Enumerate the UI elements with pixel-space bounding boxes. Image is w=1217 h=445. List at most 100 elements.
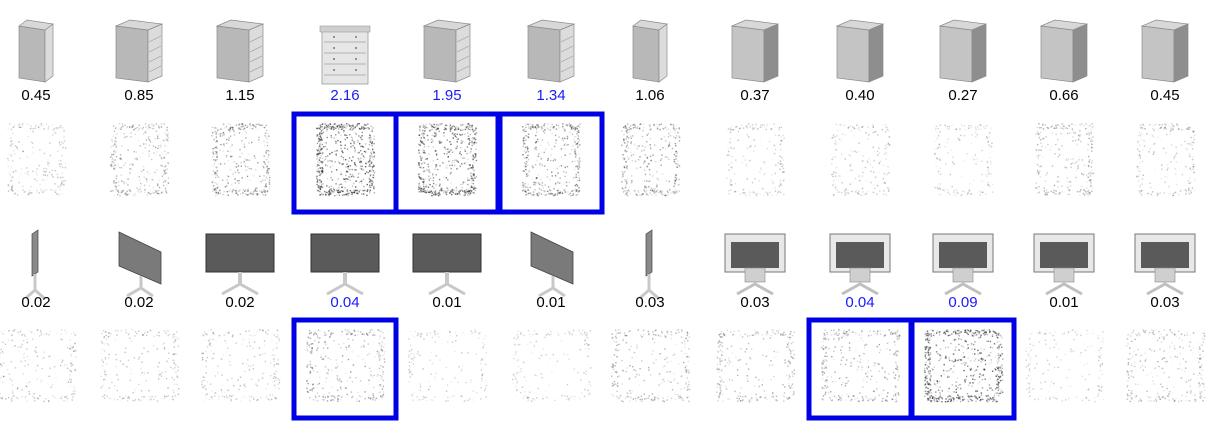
view-cell-dresser-4 <box>294 26 396 212</box>
highlight-box-monitor-4 <box>294 320 396 418</box>
view-cell-monitor-4 <box>294 234 396 418</box>
view-cell-dresser-9 <box>831 20 890 196</box>
view-score-monitor-5: 0.01 <box>407 295 487 311</box>
saliency-map-dresser-6 <box>522 123 581 196</box>
view-cell-dresser-12 <box>1136 20 1195 196</box>
saliency-map-monitor-6 <box>512 329 591 402</box>
view-cell-monitor-3 <box>201 234 280 402</box>
view-score-dresser-6: 1.34 <box>511 88 591 104</box>
view-score-monitor-1: 0.02 <box>0 295 76 311</box>
rendered-view-monitor-4 <box>311 234 379 294</box>
saliency-map-monitor-2 <box>100 329 179 402</box>
view-score-monitor-8: 0.03 <box>715 295 795 311</box>
rendered-view-dresser-4 <box>320 26 370 84</box>
view-score-monitor-9: 0.04 <box>820 295 900 311</box>
view-cell-dresser-6 <box>500 20 602 212</box>
view-score-dresser-4: 2.16 <box>305 88 385 104</box>
view-score-dresser-5: 1.95 <box>407 88 487 104</box>
view-score-dresser-11: 0.66 <box>1024 88 1104 104</box>
saliency-map-monitor-7 <box>611 329 690 402</box>
view-score-monitor-10: 0.09 <box>923 295 1003 311</box>
view-score-monitor-7: 0.03 <box>610 295 690 311</box>
view-score-dresser-9: 0.40 <box>820 88 900 104</box>
rendered-view-dresser-6 <box>528 20 574 82</box>
rendered-view-dresser-9 <box>837 20 883 82</box>
rendered-view-monitor-6 <box>531 232 573 296</box>
saliency-map-monitor-9 <box>821 329 900 402</box>
view-score-dresser-12: 0.45 <box>1125 88 1205 104</box>
saliency-map-monitor-5 <box>408 329 487 402</box>
rendered-view-dresser-10 <box>940 20 986 82</box>
view-cell-dresser-2 <box>110 20 169 196</box>
rendered-view-monitor-3 <box>206 234 274 294</box>
rendered-view-monitor-10 <box>933 234 993 294</box>
saliency-map-dresser-12 <box>1136 123 1195 196</box>
rendered-view-monitor-2 <box>119 232 161 296</box>
view-cell-monitor-8 <box>716 234 795 402</box>
view-score-dresser-1: 0.45 <box>0 88 76 104</box>
rendered-view-monitor-1 <box>26 230 44 298</box>
view-score-monitor-12: 0.03 <box>1125 295 1205 311</box>
saliency-map-monitor-8 <box>716 329 795 402</box>
view-cell-monitor-6 <box>512 232 591 402</box>
view-cell-monitor-2 <box>100 232 179 402</box>
saliency-map-dresser-2 <box>110 123 169 196</box>
saliency-map-dresser-11 <box>1035 123 1094 196</box>
rendered-view-monitor-12 <box>1135 234 1195 294</box>
view-cell-dresser-1 <box>7 20 66 196</box>
saliency-map-monitor-10 <box>924 329 1003 402</box>
saliency-map-dresser-7 <box>621 123 680 196</box>
saliency-map-dresser-5 <box>418 123 477 196</box>
view-cell-dresser-3 <box>211 20 270 196</box>
saliency-map-monitor-1 <box>0 329 76 402</box>
saliency-map-monitor-11 <box>1025 329 1104 402</box>
view-cell-monitor-7 <box>611 230 690 402</box>
saliency-map-monitor-3 <box>201 329 280 402</box>
view-cell-dresser-5 <box>396 20 498 212</box>
rendered-view-dresser-5 <box>424 20 470 82</box>
view-score-monitor-2: 0.02 <box>99 295 179 311</box>
rendered-view-dresser-3 <box>217 20 263 82</box>
view-score-dresser-3: 1.15 <box>200 88 280 104</box>
saliency-map-dresser-9 <box>831 123 890 196</box>
view-cell-monitor-5 <box>408 234 487 402</box>
view-score-monitor-4: 0.04 <box>305 295 385 311</box>
saliency-map-dresser-10 <box>934 123 993 196</box>
highlight-box-dresser-6 <box>500 114 602 212</box>
saliency-map-dresser-4 <box>316 123 375 196</box>
rendered-view-dresser-1 <box>19 20 53 82</box>
rendered-view-monitor-9 <box>830 234 890 294</box>
highlight-box-dresser-4 <box>294 114 396 212</box>
rendered-view-monitor-5 <box>413 234 481 294</box>
view-cell-monitor-10 <box>912 234 1014 418</box>
rendered-view-dresser-8 <box>732 20 778 82</box>
saliency-map-monitor-4 <box>306 329 385 402</box>
view-cell-dresser-11 <box>1035 20 1094 196</box>
view-score-dresser-10: 0.27 <box>923 88 1003 104</box>
view-score-dresser-8: 0.37 <box>715 88 795 104</box>
rendered-view-dresser-2 <box>116 20 162 82</box>
rendered-view-monitor-11 <box>1034 234 1094 294</box>
view-cell-monitor-12 <box>1126 234 1205 402</box>
saliency-map-dresser-1 <box>7 123 66 196</box>
view-score-monitor-3: 0.02 <box>200 295 280 311</box>
rendered-view-dresser-12 <box>1142 20 1188 82</box>
rendered-view-dresser-11 <box>1041 20 1087 82</box>
rendered-view-monitor-7 <box>640 230 658 298</box>
view-score-dresser-2: 0.85 <box>99 88 179 104</box>
view-score-monitor-6: 0.01 <box>511 295 591 311</box>
view-cell-monitor-11 <box>1025 234 1104 402</box>
saliency-map-monitor-12 <box>1126 329 1205 402</box>
view-score-dresser-7: 1.06 <box>610 88 690 104</box>
view-cell-monitor-9 <box>809 234 911 418</box>
view-cell-monitor-1 <box>0 230 76 402</box>
rendered-view-dresser-7 <box>633 20 667 82</box>
view-cell-dresser-7 <box>621 20 680 196</box>
saliency-map-dresser-3 <box>211 123 270 196</box>
highlight-box-dresser-5 <box>396 114 498 212</box>
view-score-monitor-11: 0.01 <box>1024 295 1104 311</box>
rendered-view-monitor-8 <box>725 234 785 294</box>
view-cell-dresser-8 <box>726 20 785 196</box>
